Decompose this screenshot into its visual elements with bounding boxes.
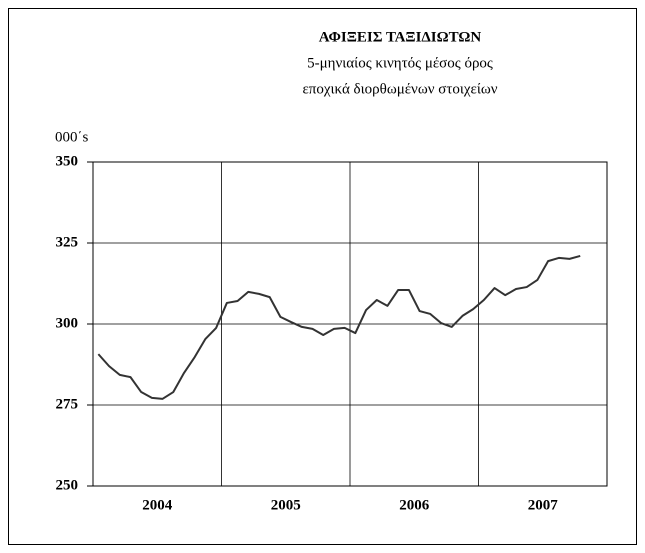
plot-border bbox=[92, 161, 608, 487]
y-unit: 000΄s bbox=[55, 129, 88, 145]
data-line bbox=[97, 254, 581, 400]
chart-subtitle: 5-μηνιαίος κινητός μέσος όρος bbox=[307, 55, 493, 71]
chart-title: ΑΦΙΞΕΙΣ ΤΑΞΙΔΙΩΤΩΝ bbox=[319, 29, 482, 45]
y-tick-label: 325 bbox=[56, 234, 79, 250]
x-tick-label: 2005 bbox=[271, 497, 301, 513]
y-tick-label: 300 bbox=[56, 315, 79, 331]
chart-subtitle: εποχικά διορθωμένων στοιχείων bbox=[302, 81, 497, 97]
y-tick-label: 250 bbox=[56, 477, 79, 493]
x-tick-label: 2006 bbox=[399, 497, 430, 513]
x-tick-label: 2007 bbox=[528, 497, 559, 513]
y-tick-label: 275 bbox=[56, 396, 79, 412]
frame bbox=[8, 8, 637, 545]
x-tick-label: 2004 bbox=[142, 497, 173, 513]
y-tick-label: 350 bbox=[56, 153, 79, 169]
